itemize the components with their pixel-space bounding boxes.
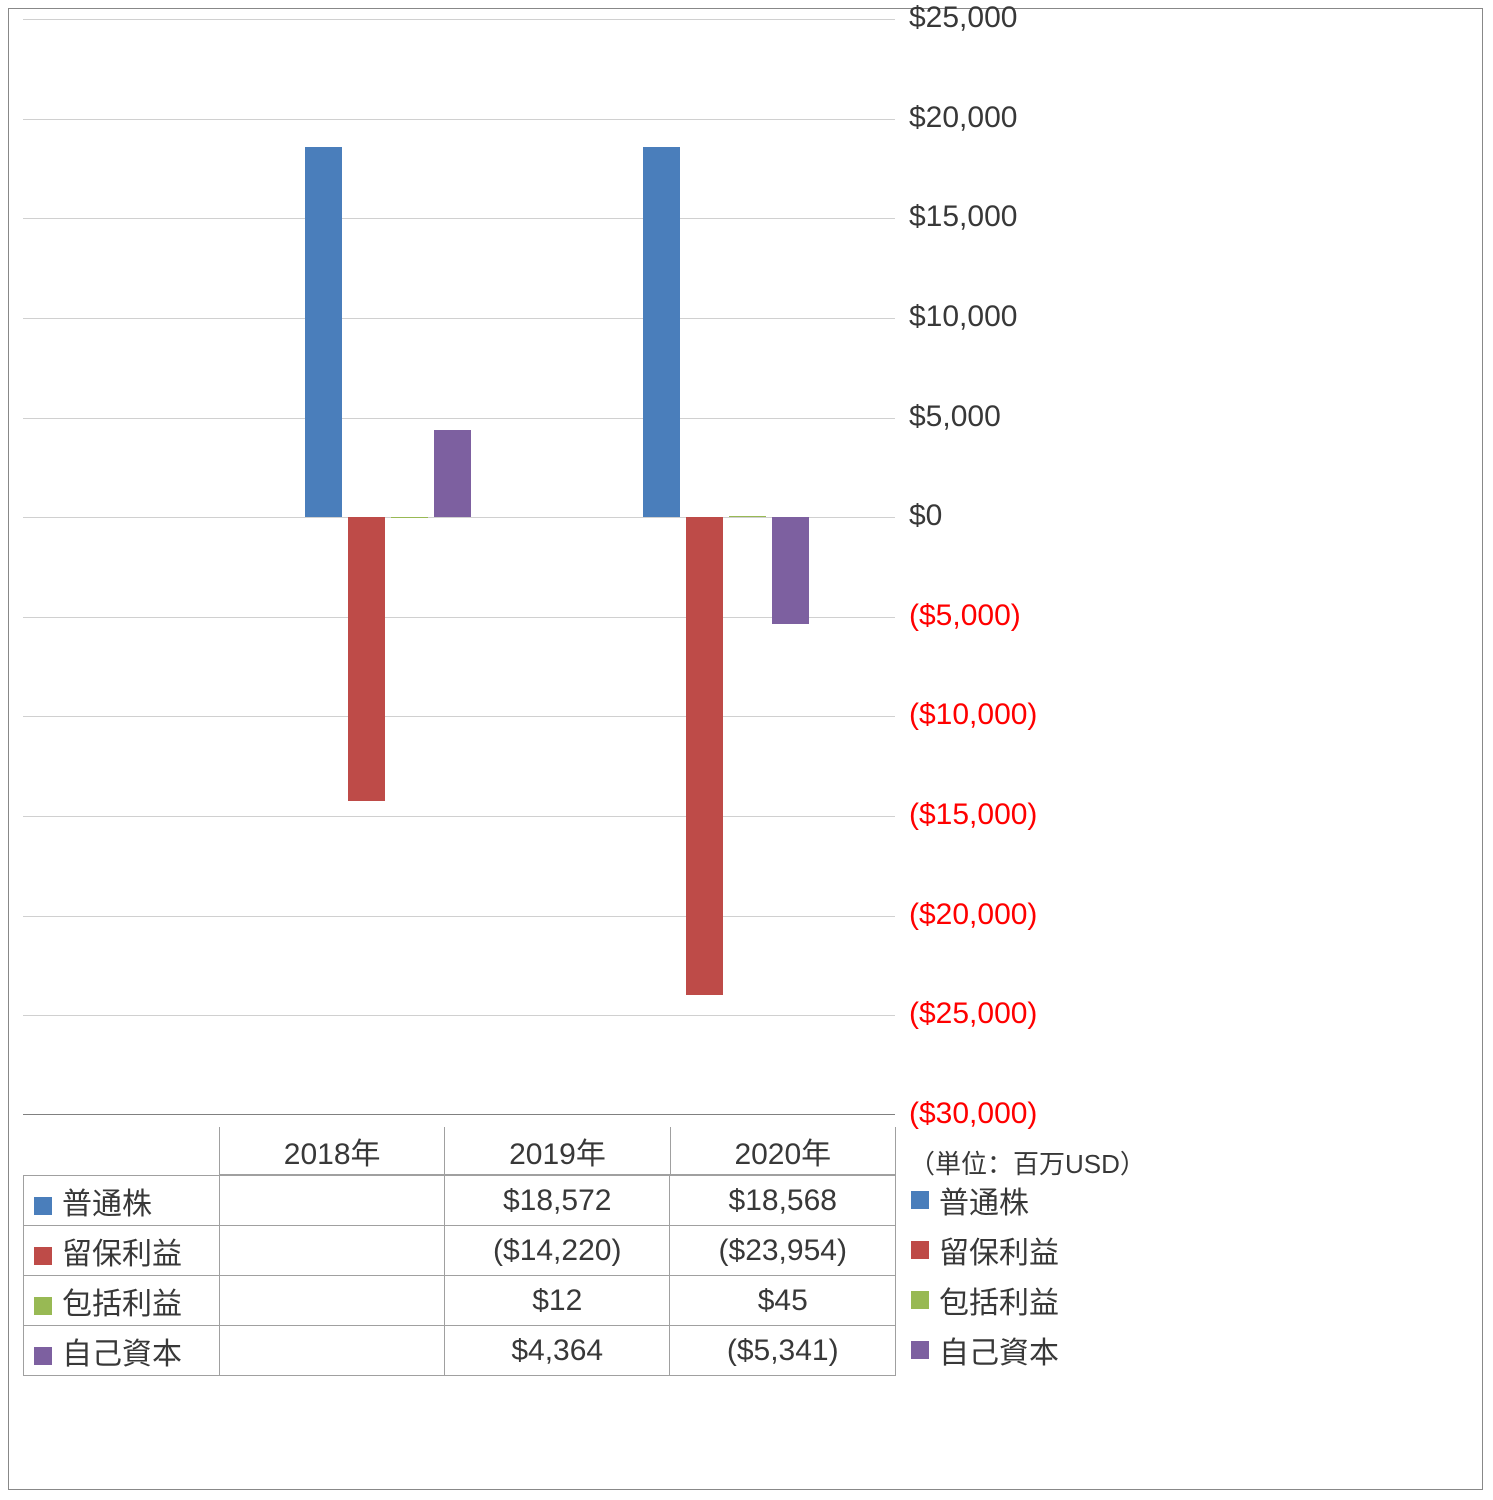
series-header: 普通株 <box>24 1176 220 1226</box>
legend-item: 自己資本 <box>909 1325 1099 1375</box>
legend-swatch <box>34 1197 52 1215</box>
data-cell <box>219 1226 444 1276</box>
bar <box>772 517 809 623</box>
grid-line <box>23 218 895 219</box>
legend-swatch <box>34 1347 52 1365</box>
grid-line <box>23 617 895 618</box>
legend-label: 普通株 <box>939 1178 1029 1222</box>
data-cell: $45 <box>670 1276 896 1326</box>
legend: 普通株留保利益包括利益自己資本 <box>909 1175 1099 1375</box>
y-axis-tick: $20,000 <box>909 101 1017 135</box>
bar <box>686 517 723 994</box>
table-row: 留保利益 ($14,220)($23,954) <box>24 1226 896 1276</box>
legend-swatch <box>911 1191 929 1209</box>
y-axis-tick: ($25,000) <box>909 997 1037 1031</box>
grid-line <box>23 916 895 917</box>
legend-label: 留保利益 <box>939 1228 1059 1272</box>
plot-area <box>23 19 895 1115</box>
data-cell <box>219 1326 444 1376</box>
legend-swatch <box>911 1291 929 1309</box>
y-axis-tick: $25,000 <box>909 1 1017 35</box>
legend-item: 留保利益 <box>909 1225 1099 1275</box>
data-cell: $18,572 <box>444 1176 670 1226</box>
data-cell: ($5,341) <box>670 1326 896 1376</box>
x-category: 2018年 <box>220 1127 445 1175</box>
y-axis-tick: $10,000 <box>909 300 1017 334</box>
data-cell: ($23,954) <box>670 1226 896 1276</box>
grid-line <box>23 19 895 20</box>
grid-line <box>23 1015 895 1016</box>
grid-line <box>23 318 895 319</box>
series-name: 包括利益 <box>62 1288 182 1321</box>
x-category: 2019年 <box>445 1127 670 1175</box>
table-row: 自己資本 $4,364($5,341) <box>24 1326 896 1376</box>
legend-swatch <box>911 1341 929 1359</box>
legend-swatch <box>34 1247 52 1265</box>
grid-line <box>23 418 895 419</box>
series-name: 留保利益 <box>62 1238 182 1271</box>
grid-line <box>23 517 895 518</box>
y-axis-tick: ($15,000) <box>909 798 1037 832</box>
legend-item: 普通株 <box>909 1175 1099 1225</box>
data-cell: $12 <box>444 1276 670 1326</box>
data-table: 普通株$18,572$18,568留保利益($14,220)($23,954)包… <box>23 1175 896 1376</box>
series-name: 普通株 <box>62 1188 152 1221</box>
y-axis-tick: $15,000 <box>909 200 1017 234</box>
bar <box>305 147 342 517</box>
bar <box>391 517 428 518</box>
y-axis-tick: ($5,000) <box>909 599 1021 633</box>
data-cell: $18,568 <box>670 1176 896 1226</box>
y-axis-tick: ($20,000) <box>909 898 1037 932</box>
x-category-row: 2018年2019年2020年 <box>219 1127 896 1175</box>
data-cell <box>219 1276 444 1326</box>
table-row: 包括利益 $12$45 <box>24 1276 896 1326</box>
series-name: 自己資本 <box>62 1338 182 1371</box>
legend-label: 自己資本 <box>939 1328 1059 1372</box>
legend-item: 包括利益 <box>909 1275 1099 1325</box>
data-cell <box>219 1176 444 1226</box>
y-axis-tick: $5,000 <box>909 400 1001 434</box>
y-axis-tick: ($10,000) <box>909 698 1037 732</box>
series-header: 包括利益 <box>24 1276 220 1326</box>
grid-line <box>23 119 895 120</box>
y-axis-tick: ($30,000) <box>909 1097 1037 1131</box>
legend-swatch <box>911 1241 929 1259</box>
bar <box>348 517 385 800</box>
bar <box>434 430 471 517</box>
y-axis: $25,000$20,000$15,000$10,000$5,000$0($5,… <box>909 9 1099 1129</box>
data-cell: ($14,220) <box>444 1226 670 1276</box>
legend-swatch <box>34 1297 52 1315</box>
bar <box>729 516 766 517</box>
y-axis-tick: $0 <box>909 499 942 533</box>
table-row: 普通株 $18,572$18,568 <box>24 1176 896 1226</box>
chart-container: $25,000$20,000$15,000$10,000$5,000$0($5,… <box>8 8 1483 1490</box>
grid-line <box>23 716 895 717</box>
x-category: 2020年 <box>671 1127 896 1175</box>
grid-line <box>23 816 895 817</box>
series-header: 留保利益 <box>24 1226 220 1276</box>
series-header: 自己資本 <box>24 1326 220 1376</box>
legend-label: 包括利益 <box>939 1278 1059 1322</box>
bar <box>643 147 680 517</box>
data-cell: $4,364 <box>444 1326 670 1376</box>
